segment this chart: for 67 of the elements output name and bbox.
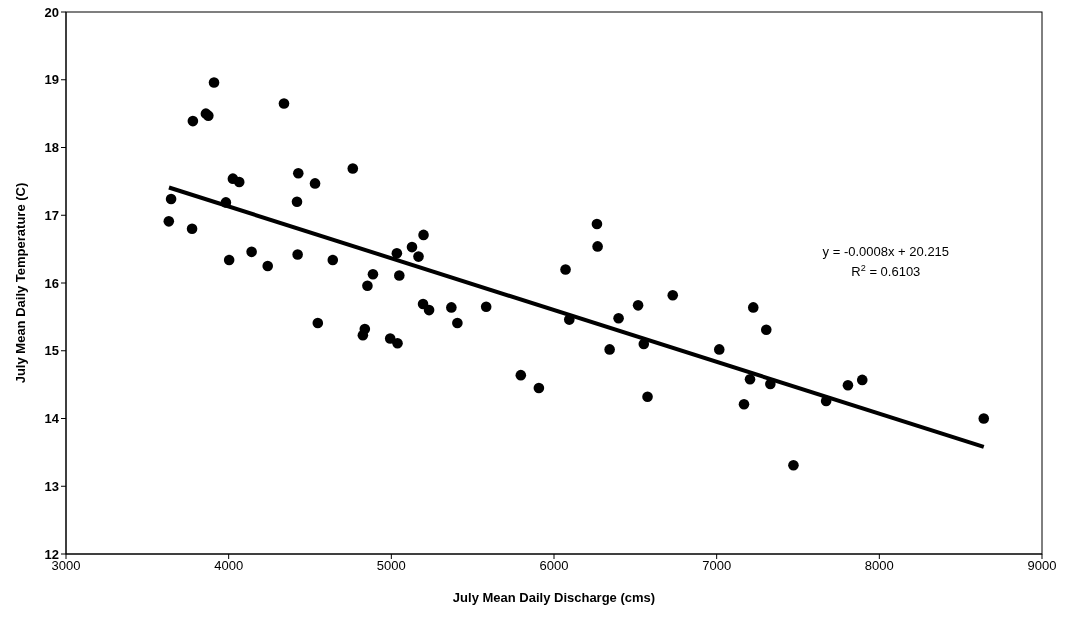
point (186, 223, 198, 235)
y-tick-label: 19 (44, 72, 59, 88)
point (291, 196, 303, 207)
point (452, 317, 463, 329)
point (262, 260, 274, 272)
point (347, 163, 359, 174)
point (392, 338, 403, 349)
point (515, 369, 527, 381)
point (362, 280, 373, 292)
point (604, 344, 615, 355)
point (292, 167, 304, 179)
point (394, 270, 405, 281)
point (788, 459, 799, 471)
point (613, 312, 624, 324)
point (591, 218, 603, 230)
point (856, 374, 868, 386)
point (592, 241, 603, 252)
y-tick-label: 13 (44, 478, 59, 494)
point (978, 413, 990, 424)
point (760, 324, 772, 336)
point (713, 344, 725, 355)
point (165, 193, 177, 205)
x-tick-label: 5000 (376, 558, 406, 574)
point (327, 254, 339, 266)
x-tick-label: 9000 (1027, 558, 1057, 574)
x-tick-label: 4000 (214, 558, 244, 574)
point (744, 373, 756, 385)
x-tick-label: 6000 (539, 558, 569, 574)
point (278, 98, 290, 109)
point (842, 380, 854, 391)
annotation: R$^{2}$ = 0.6103 (851, 262, 921, 279)
point (747, 302, 759, 313)
point (642, 391, 653, 403)
point (208, 77, 220, 88)
point (667, 289, 679, 301)
point (163, 216, 175, 227)
y-tick-label: 16 (44, 275, 59, 291)
x-axis-title: July Mean Daily Discharge (cms) (452, 590, 656, 605)
point (406, 241, 418, 253)
point (533, 382, 545, 394)
y-tick-label: 15 (44, 343, 59, 359)
point (423, 304, 435, 316)
y-axis-title: July Mean Daily Temperature (C) (12, 182, 28, 384)
point (413, 251, 424, 262)
point (233, 176, 245, 188)
y-tick-label: 17 (44, 207, 59, 223)
point (738, 398, 750, 410)
y-tick-label: 14 (44, 411, 60, 427)
point (367, 268, 379, 280)
point (312, 317, 324, 329)
x-tick-label: 8000 (864, 558, 894, 574)
point (480, 301, 492, 313)
point (417, 298, 429, 310)
point (309, 178, 321, 189)
point (632, 300, 644, 311)
y-tick-label: 18 (44, 140, 59, 156)
point (446, 302, 457, 313)
y-tick-label: 20 (44, 4, 59, 20)
point (187, 115, 199, 127)
x-tick-label: 7000 (702, 558, 732, 574)
point (246, 246, 257, 258)
point (560, 264, 571, 275)
point (223, 254, 235, 266)
point (391, 247, 403, 259)
point (292, 249, 303, 260)
annotation: y = -0.0008x + 20.215 (822, 243, 950, 259)
point (418, 229, 429, 241)
